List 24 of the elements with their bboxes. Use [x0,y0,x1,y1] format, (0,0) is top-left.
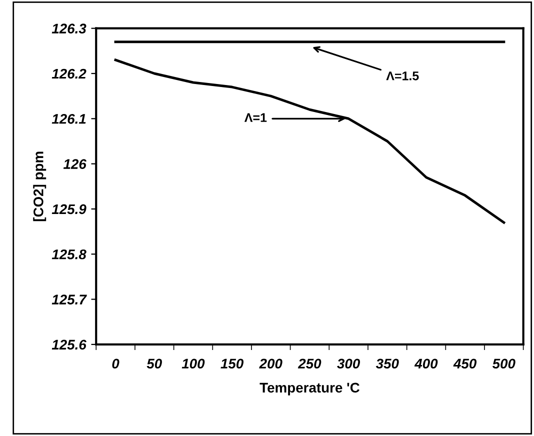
x-tick-label: 0 [112,358,120,369]
annotation: Λ=1.5 [386,72,419,80]
y-tick-label: 126 [63,159,86,169]
y-tick-label: 126.2 [52,68,86,79]
y-axis-title: [CO2] ppm [33,152,46,222]
annotation: Λ=1 [244,113,267,122]
x-tick-label: 50 [146,358,162,369]
y-tick-label: 125.9 [52,204,86,214]
x-tick-label: 300 [337,358,360,369]
x-tick-label: 450 [453,358,477,369]
line-series [114,58,506,224]
x-tick-label: 150 [220,358,244,369]
x-tick-label: 500 [492,358,516,369]
x-tick-label: 200 [259,358,282,369]
x-tick-label: 250 [298,358,322,369]
x-tick-label: 350 [376,358,399,369]
y-tick-label: 125.7 [52,294,87,304]
y-tick-label: 126.3 [52,24,86,34]
y-tick-label: 125.6 [52,340,86,350]
y-tick-label: 125.8 [52,249,86,260]
y-tick-label: 126.1 [52,114,86,124]
x-tick-label: 100 [182,358,205,369]
x-tick-label: 400 [414,358,438,369]
x-axis-title: Temperature 'C [260,382,360,396]
